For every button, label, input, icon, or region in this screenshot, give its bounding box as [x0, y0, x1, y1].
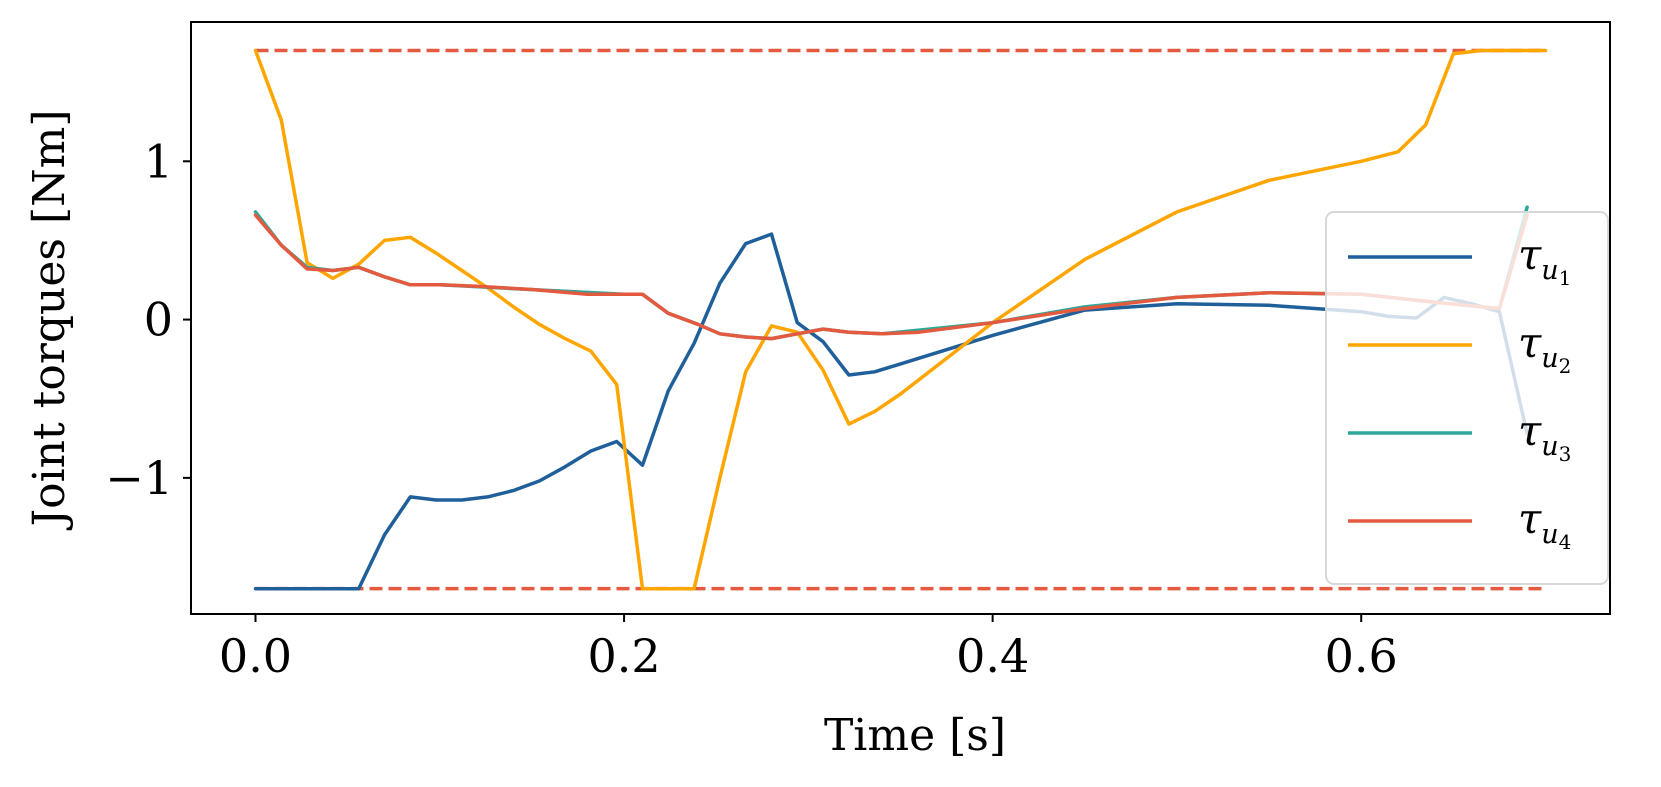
legend-label-2: τu2 [1518, 318, 1571, 378]
y-tick-label: −1 [105, 451, 173, 505]
legend-label-4: τu4 [1518, 494, 1571, 554]
y-axis-title: Joint torques [Nm] [24, 109, 75, 530]
x-axis-title: Time [s] [824, 710, 1006, 761]
x-tick-label: 0.4 [956, 629, 1029, 683]
legend-label-1: τu1 [1518, 230, 1571, 290]
series-line-2 [253, 48, 1548, 591]
y-tick-label: 1 [144, 134, 173, 188]
plot-frame [190, 21, 1611, 615]
y-axis-ticks: −1 0 1 [105, 134, 191, 505]
legend-label-3: τu3 [1518, 406, 1571, 466]
x-tick-label: 0.6 [1325, 629, 1398, 683]
x-tick-label: 0.0 [219, 629, 292, 683]
series-line-4 [253, 213, 1529, 341]
y-tick-label: 0 [144, 293, 173, 347]
x-tick-label: 0.2 [587, 629, 660, 683]
x-axis-ticks: 0.0 0.2 0.4 0.6 [219, 614, 1398, 683]
legend-box [1325, 211, 1609, 585]
legend: τu1 τu2 τu3 τu4 [1325, 211, 1609, 585]
torque-limits [255, 48, 1546, 591]
